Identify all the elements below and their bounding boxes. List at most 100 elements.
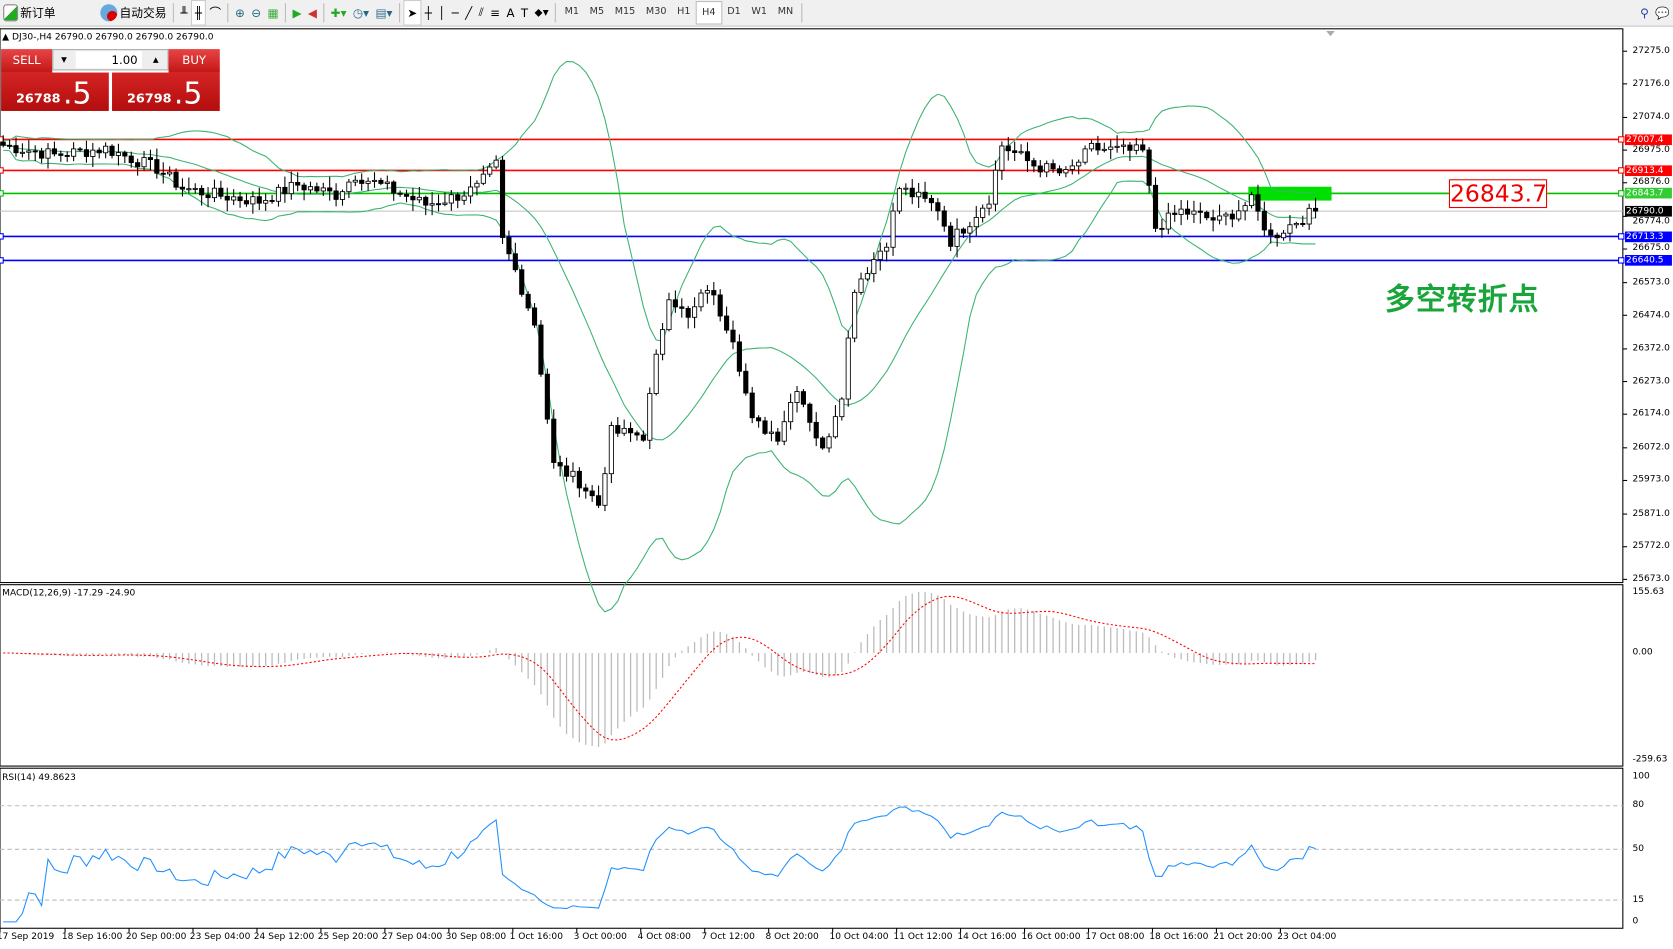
candle-body [269, 200, 275, 202]
candle-body [634, 432, 640, 436]
timeframe-bar: M1 M5 M15 M30 H1 H4 D1 W1 MN [559, 1, 798, 25]
sell-button[interactable]: SELL [1, 49, 53, 73]
new-order-button[interactable]: 新订单 [0, 1, 59, 24]
candle-body [288, 181, 294, 195]
line-handle [1618, 233, 1625, 240]
time-label: 27 Sep 04:00 [381, 931, 443, 943]
timeframe-m30[interactable]: M30 [645, 6, 667, 18]
candle-body [384, 181, 390, 184]
zoom-out-icon[interactable]: ⊖ [251, 5, 262, 20]
candle-body [64, 154, 70, 157]
candle-body [1012, 150, 1018, 153]
timeframe-m1[interactable]: M1 [564, 6, 580, 18]
candle-body [32, 150, 38, 153]
fibonacci-icon[interactable]: ≡ [490, 5, 501, 20]
periods-icon[interactable]: ◷▾ [352, 5, 370, 20]
lot-input[interactable] [75, 51, 142, 69]
symbol-ohlc: DJ30-,H4 26790.0 26790.0 26790.0 26790.0 [12, 32, 214, 43]
candlestick-icon[interactable]: ╫ [190, 0, 207, 26]
bar-chart-icon[interactable]: ╨ [180, 5, 188, 20]
candle-body [173, 171, 179, 188]
line-chart-icon[interactable]: ⌒ [209, 6, 222, 21]
candle-body [1229, 213, 1235, 220]
candle-body [109, 145, 115, 156]
candle-body [845, 337, 851, 400]
price-line-tag: 26790.0 [1624, 205, 1672, 217]
candle-body [896, 188, 903, 212]
chart-shift-marker [1326, 30, 1335, 37]
candle-body [391, 181, 397, 194]
candle-body [90, 149, 96, 157]
crosshair-icon[interactable]: ┼ [424, 5, 432, 20]
time-label: 11 Oct 12:00 [893, 931, 953, 943]
chart-header: ▲ DJ30-,H4 26790.0 26790.0 26790.0 26790… [2, 32, 213, 43]
candle-body [320, 187, 326, 192]
auto-scroll-icon[interactable]: ▶ [292, 5, 302, 20]
lot-increase-button[interactable]: ▲ [152, 55, 159, 65]
candle-body [711, 290, 717, 296]
timeframe-h1[interactable]: H1 [677, 6, 691, 18]
candle-body [1005, 145, 1011, 152]
candle-body [666, 299, 672, 331]
timeframe-m15[interactable]: M15 [614, 6, 636, 18]
candle-body [820, 437, 826, 449]
arrows-icon[interactable]: ⬥▾ [534, 5, 549, 20]
zoom-in-icon[interactable]: ⊕ [234, 5, 245, 20]
candle-body [141, 157, 147, 168]
templates-icon[interactable]: ▤▾ [375, 5, 393, 20]
text-label-icon[interactable]: T [520, 5, 529, 20]
candle-body [672, 299, 678, 308]
candle-body [679, 306, 685, 309]
candle-body [1184, 208, 1191, 215]
indicators-icon[interactable]: ✚▾ [330, 5, 347, 20]
search-icon[interactable]: ⚲ [1640, 5, 1649, 20]
vertical-line-icon[interactable]: │ [438, 5, 446, 20]
time-label: 10 Oct 04:00 [829, 931, 889, 943]
buy-button[interactable]: BUY [168, 49, 220, 73]
text-icon[interactable]: A [506, 5, 515, 20]
candle-body [103, 145, 109, 154]
candle-body [512, 253, 518, 271]
candle-body [77, 148, 83, 151]
trendline-icon[interactable]: ╱ [465, 5, 473, 20]
timeframe-mn[interactable]: MN [777, 6, 794, 18]
candle-body [1242, 205, 1248, 212]
candle-body [1037, 165, 1043, 173]
chat-icon[interactable]: 💬 [1655, 5, 1670, 20]
chart-shift-icon[interactable]: ◀ [307, 5, 317, 20]
separator [398, 3, 400, 23]
auto-trading-button[interactable]: 自动交易 [97, 1, 170, 24]
candle-body [903, 187, 909, 190]
separator [555, 3, 557, 23]
lot-decrease-button[interactable]: ▼ [61, 55, 67, 65]
timeframe-d1[interactable]: D1 [727, 6, 741, 18]
sell-price-frac: .5 [62, 75, 92, 111]
timeframe-m5[interactable]: M5 [589, 6, 605, 18]
tile-windows-icon[interactable]: ▦ [267, 5, 279, 20]
candle-body [179, 186, 186, 190]
cursor-icon[interactable]: ➤ [403, 0, 422, 26]
price-tick-label: 26072.0 [1632, 441, 1670, 453]
pivot-price-label[interactable]: 26843.7 [1448, 179, 1548, 209]
collapse-arrow-icon[interactable]: ▲ [2, 32, 10, 43]
equidistant-channel-icon[interactable]: ⫽ [478, 5, 484, 20]
candle-body [1056, 168, 1063, 174]
time-label: 17 Sep 2019 [0, 931, 55, 943]
timeframe-w1[interactable]: W1 [751, 6, 768, 18]
pivot-annotation-text[interactable]: 多空转折点 [1384, 281, 1540, 317]
candle-body [1248, 194, 1255, 207]
timeframe-h4[interactable]: H4 [695, 1, 722, 25]
candle-body [858, 278, 864, 293]
candle-body [237, 196, 243, 202]
candle-body [852, 291, 858, 339]
price-tick-label: 26372.0 [1632, 343, 1670, 354]
candle-body [551, 418, 557, 463]
price-tick-label: 26975.0 [1632, 144, 1670, 156]
horizontal-line-icon[interactable]: ─ [451, 5, 459, 20]
candle-body [122, 152, 128, 157]
candle-body [1082, 148, 1088, 163]
sell-price[interactable]: 26788 .5 [1, 72, 109, 111]
buy-price[interactable]: 26798 .5 [112, 72, 220, 111]
